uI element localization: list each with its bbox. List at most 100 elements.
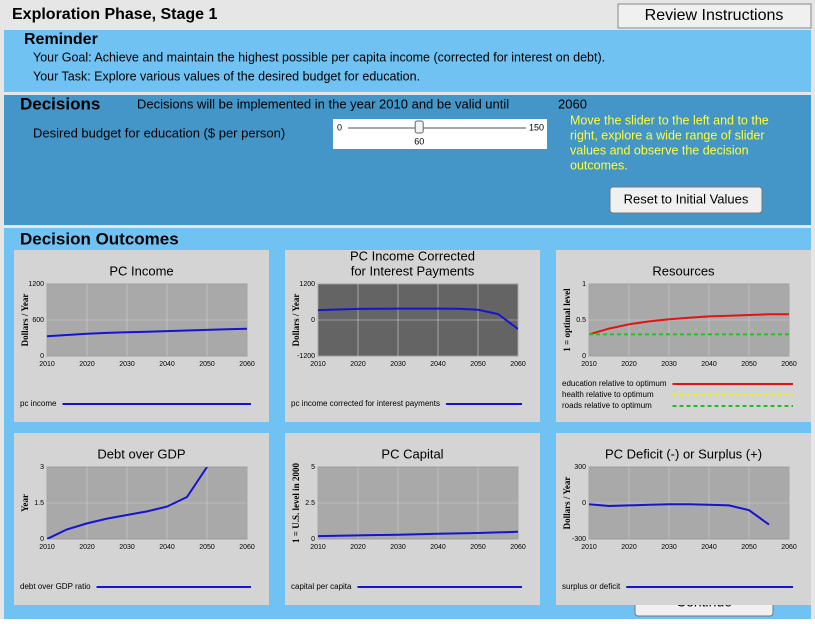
y-axis-label: 1 = optimal level [562, 288, 572, 352]
chart-panel: PC Income 2010 2020 2030 2040 2050 2060 0 600 120… [14, 250, 269, 422]
series-line [318, 530, 518, 538]
y-tick-label: 0 [582, 353, 586, 360]
chart-title: for Interest Payments [351, 263, 475, 278]
y-tick-label: 0 [40, 536, 44, 543]
chart-panel: PC Capital 2010 2020 2030 2040 2050 2060 0 2.5 5 1… [285, 433, 540, 605]
x-tick-label: 2020 [79, 361, 95, 368]
x-tick-label: 2020 [350, 544, 366, 551]
y-tick-label: 1200 [299, 281, 315, 288]
y-axis-label: 1 = U.S. level in 2000 [291, 463, 301, 543]
x-tick-label: 2060 [510, 361, 526, 368]
y-tick-label: -300 [572, 536, 586, 543]
x-tick-label: 2020 [621, 361, 637, 368]
x-tick-label: 2050 [741, 361, 757, 368]
y-axis-label: Year [20, 494, 30, 512]
legend-label: health relative to optimum [562, 390, 654, 399]
x-tick-label: 2050 [470, 544, 486, 551]
legend-label: roads relative to optimum [562, 401, 652, 410]
decisions-note: Decisions will be implemented in the yea… [137, 96, 509, 111]
chart-panel: Resources 2010 2020 2030 2040 2050 2060 0 0.5 1 1 … [556, 250, 811, 422]
y-tick-label: 3 [40, 464, 44, 471]
y-tick-label: 0 [40, 353, 44, 360]
y-tick-label: 300 [574, 464, 586, 471]
x-tick-label: 2010 [39, 544, 55, 551]
x-tick-label: 2030 [661, 544, 677, 551]
chart-title: PC Income [109, 263, 173, 278]
y-tick-label: -1200 [297, 353, 315, 360]
x-tick-label: 2030 [119, 361, 135, 368]
y-tick-label: 0 [311, 536, 315, 543]
chart-title: Debt over GDP [97, 446, 185, 461]
legend-label: surplus or deficit [562, 582, 621, 591]
y-tick-label: 0 [582, 500, 586, 507]
x-tick-label: 2040 [159, 361, 175, 368]
reset-button-label[interactable]: Reset to Initial Values [624, 191, 749, 206]
series-line [589, 503, 770, 526]
decisions-until: 2060 [558, 96, 587, 111]
chart-panel: PC Deficit (-) or Surplus (+) 2010 2020 203… [556, 433, 811, 605]
x-tick-label: 2040 [430, 361, 446, 368]
outcomes-heading: Decision Outcomes [20, 229, 179, 248]
slider-max: 150 [529, 122, 544, 132]
legend-label: capital per capita [291, 582, 352, 591]
y-tick-label: 1 [582, 281, 586, 288]
x-tick-label: 2030 [390, 544, 406, 551]
review-button[interactable] [617, 3, 812, 29]
chart-title: PC Capital [381, 446, 443, 461]
chart-title: PC Income Corrected [350, 248, 475, 263]
series-line [589, 313, 789, 336]
x-tick-label: 2010 [310, 544, 326, 551]
y-tick-label: 0 [311, 317, 315, 324]
x-tick-label: 2040 [701, 544, 717, 551]
chart-title: Resources [652, 263, 715, 278]
x-tick-label: 2040 [430, 544, 446, 551]
x-tick-label: 2010 [581, 361, 597, 368]
y-tick-label: 1200 [28, 281, 44, 288]
legend-label: pc income corrected for interest payment… [291, 399, 440, 408]
x-tick-label: 2040 [159, 544, 175, 551]
x-tick-label: 2030 [119, 544, 135, 551]
slider-label: Desired budget for education ($ per pers… [33, 125, 285, 140]
review-button-label[interactable]: Review Instructions [645, 7, 784, 24]
y-tick-label: 5 [311, 464, 315, 471]
x-tick-label: 2040 [701, 361, 717, 368]
reminder-panel [4, 30, 811, 92]
x-tick-label: 2020 [621, 544, 637, 551]
x-tick-label: 2060 [510, 544, 526, 551]
series-line [47, 467, 208, 539]
y-axis-label: Dollars / Year [562, 477, 572, 530]
x-tick-label: 2020 [79, 544, 95, 551]
x-tick-label: 2060 [781, 544, 797, 551]
y-tick-label: 600 [32, 317, 44, 324]
x-tick-label: 2060 [239, 544, 255, 551]
series-line [47, 327, 247, 338]
legend-label: debt over GDP ratio [20, 582, 91, 591]
slider-value: 60 [414, 136, 424, 146]
x-tick-label: 2050 [199, 544, 215, 551]
x-tick-label: 2010 [39, 361, 55, 368]
page-title: Exploration Phase, Stage 1 [12, 6, 218, 23]
slider-box [333, 119, 547, 149]
hint-line: Move the slider to the left and to the [570, 113, 769, 127]
hint-line: outcomes. [570, 158, 628, 172]
legend-label: education relative to optimum [562, 379, 667, 388]
slider-thumb[interactable] [414, 120, 424, 134]
reset-button[interactable] [609, 186, 763, 214]
reminder-heading: Reminder [24, 31, 98, 48]
chart-title: PC Deficit (-) or Surplus (+) [605, 446, 762, 461]
x-tick-label: 2060 [781, 361, 797, 368]
slider-min: 0 [337, 122, 342, 132]
y-tick-label: 0.5 [576, 317, 586, 324]
decisions-heading: Decisions [20, 94, 100, 113]
x-tick-label: 2010 [581, 544, 597, 551]
chart-panel: Debt over GDP 2010 2020 2030 2040 2050 2060 0 1.… [14, 433, 269, 605]
y-axis-label: Dollars / Year [291, 294, 301, 347]
y-axis-label: Dollars / Year [20, 294, 30, 347]
x-tick-label: 2010 [310, 361, 326, 368]
hint-line: right, explore a wide range of slider [570, 128, 765, 142]
task-text: Your Task: Explore various values of the… [33, 69, 420, 83]
goal-text: Your Goal: Achieve and maintain the high… [33, 50, 605, 64]
